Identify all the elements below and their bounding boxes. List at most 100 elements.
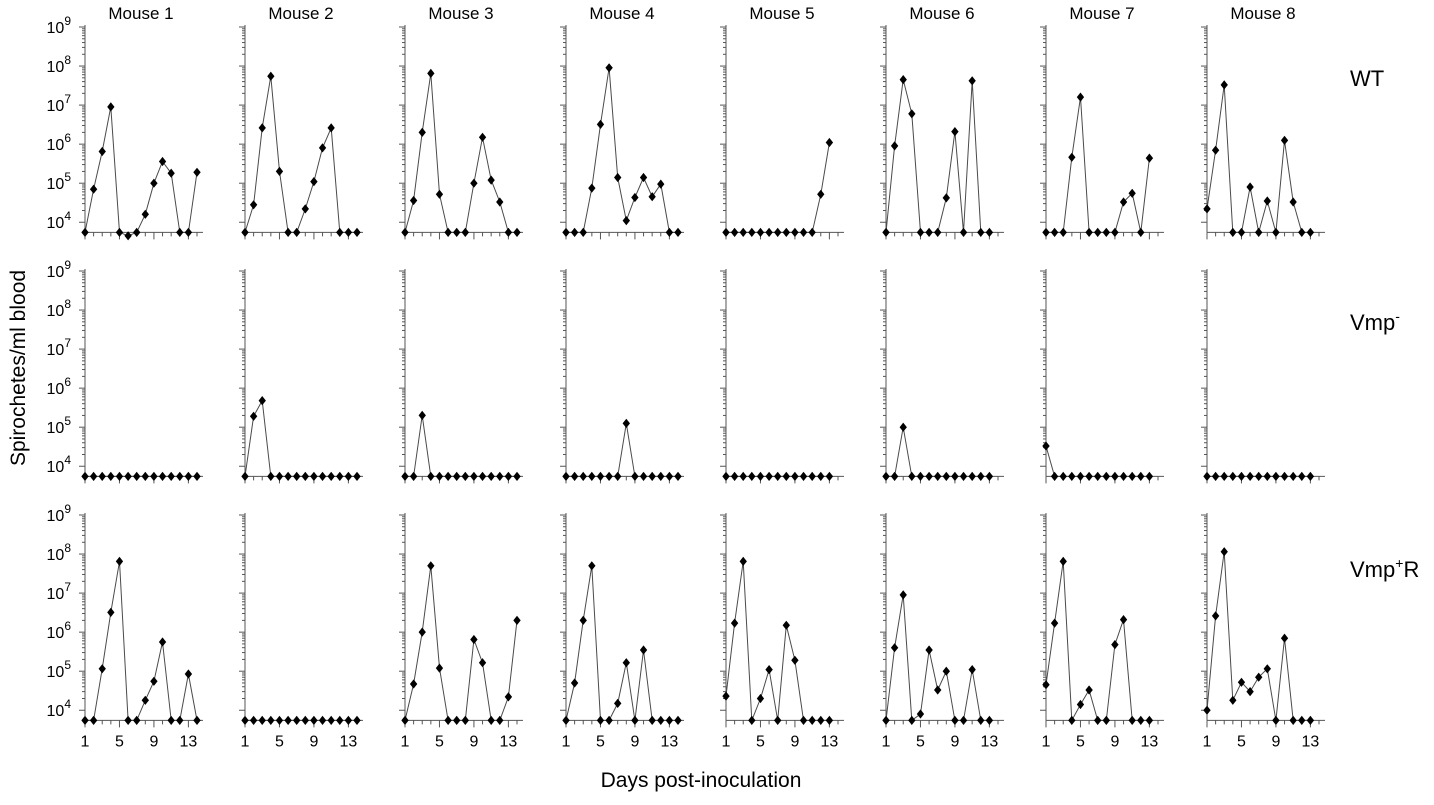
- data-point: [648, 471, 656, 481]
- x-tick-label: 13: [1301, 733, 1319, 750]
- y-tick-label: 106: [47, 131, 72, 154]
- data-point: [765, 471, 773, 481]
- series-line: [404, 565, 518, 721]
- data-point: [401, 471, 409, 481]
- data-point: [748, 471, 756, 481]
- data-point: [193, 471, 201, 481]
- panel: 104 105 106 107 108 109: [47, 258, 203, 484]
- panel: 1 5 9 13: [880, 513, 1004, 750]
- data-point: [1272, 227, 1280, 237]
- data-point: [353, 471, 361, 481]
- panel: [239, 25, 363, 240]
- data-point: [318, 471, 327, 481]
- data-point: [1272, 715, 1280, 725]
- y-tick-label: 109: [47, 502, 72, 525]
- x-tick-label: 13: [499, 733, 517, 750]
- data-point: [890, 471, 899, 481]
- data-point: [908, 715, 916, 725]
- column-title: Mouse 3: [428, 4, 493, 23]
- data-point: [470, 634, 478, 645]
- data-point: [985, 227, 994, 237]
- data-point: [934, 685, 942, 695]
- data-point: [622, 216, 630, 226]
- series-line: [244, 76, 357, 233]
- data-point: [722, 691, 730, 701]
- x-tick-label: 5: [596, 733, 605, 750]
- data-point: [478, 471, 487, 481]
- data-point: [1137, 227, 1145, 237]
- data-point: [141, 209, 149, 219]
- y-axis-title: Spirochetes/ml blood: [7, 270, 30, 466]
- data-point: [241, 715, 249, 725]
- data-point: [1220, 547, 1228, 557]
- data-point: [353, 227, 361, 237]
- data-point: [925, 471, 933, 481]
- panel: 1 5 9 13: [399, 513, 523, 750]
- x-tick-label: 1: [722, 733, 731, 750]
- x-tick-label: 9: [1271, 733, 1280, 750]
- data-point: [513, 471, 521, 481]
- data-point: [1298, 715, 1306, 725]
- data-point: [959, 471, 968, 481]
- data-point: [124, 231, 132, 241]
- row-label: Vmp+R: [1350, 555, 1419, 582]
- data-point: [1306, 715, 1315, 725]
- data-point: [748, 715, 756, 725]
- series-line: [1045, 561, 1150, 723]
- data-point: [1246, 471, 1254, 481]
- data-point: [1237, 471, 1246, 481]
- data-point: [968, 665, 976, 675]
- data-point: [504, 227, 513, 237]
- data-point: [1263, 471, 1271, 481]
- data-point: [504, 692, 513, 702]
- data-point: [284, 715, 292, 725]
- series-line: [1206, 84, 1311, 233]
- data-point: [799, 715, 808, 725]
- data-point: [890, 643, 899, 653]
- data-point: [605, 715, 613, 725]
- data-point: [942, 471, 950, 481]
- data-point: [985, 471, 994, 481]
- data-point: [444, 471, 452, 481]
- panel: [1040, 25, 1164, 240]
- data-point: [478, 132, 487, 142]
- data-point: [1255, 672, 1263, 682]
- data-point: [1085, 227, 1093, 237]
- data-point: [301, 471, 309, 481]
- series-line: [565, 565, 678, 721]
- data-point: [327, 715, 335, 725]
- series-line: [566, 67, 678, 233]
- x-tick-label: 9: [149, 733, 158, 750]
- data-point: [435, 471, 444, 481]
- data-point: [1050, 227, 1059, 237]
- data-point: [318, 715, 327, 725]
- panel: 104 105 106 107 108 109: [47, 14, 203, 241]
- panel: [1201, 269, 1325, 484]
- data-point: [657, 179, 665, 189]
- data-point: [461, 227, 469, 237]
- data-point: [817, 715, 825, 725]
- data-point: [301, 715, 309, 725]
- data-point: [899, 75, 907, 85]
- data-point: [427, 68, 435, 78]
- data-point: [1237, 227, 1246, 237]
- data-point: [1255, 471, 1263, 481]
- data-point: [310, 177, 318, 187]
- data-point: [579, 471, 587, 481]
- data-point: [249, 200, 258, 210]
- x-tick-label: 1: [1203, 733, 1212, 750]
- data-point: [344, 471, 353, 481]
- data-point: [782, 620, 790, 630]
- data-point: [665, 471, 674, 481]
- column-title: Mouse 2: [268, 4, 333, 23]
- data-point: [1298, 227, 1306, 237]
- panel: 104 105 106 107 108 109 1 5 9 13: [47, 502, 203, 750]
- data-point: [985, 715, 994, 725]
- data-point: [81, 715, 89, 725]
- data-point: [825, 715, 834, 725]
- data-point: [470, 471, 478, 481]
- y-tick-label: 105: [47, 414, 72, 437]
- data-point: [513, 227, 521, 237]
